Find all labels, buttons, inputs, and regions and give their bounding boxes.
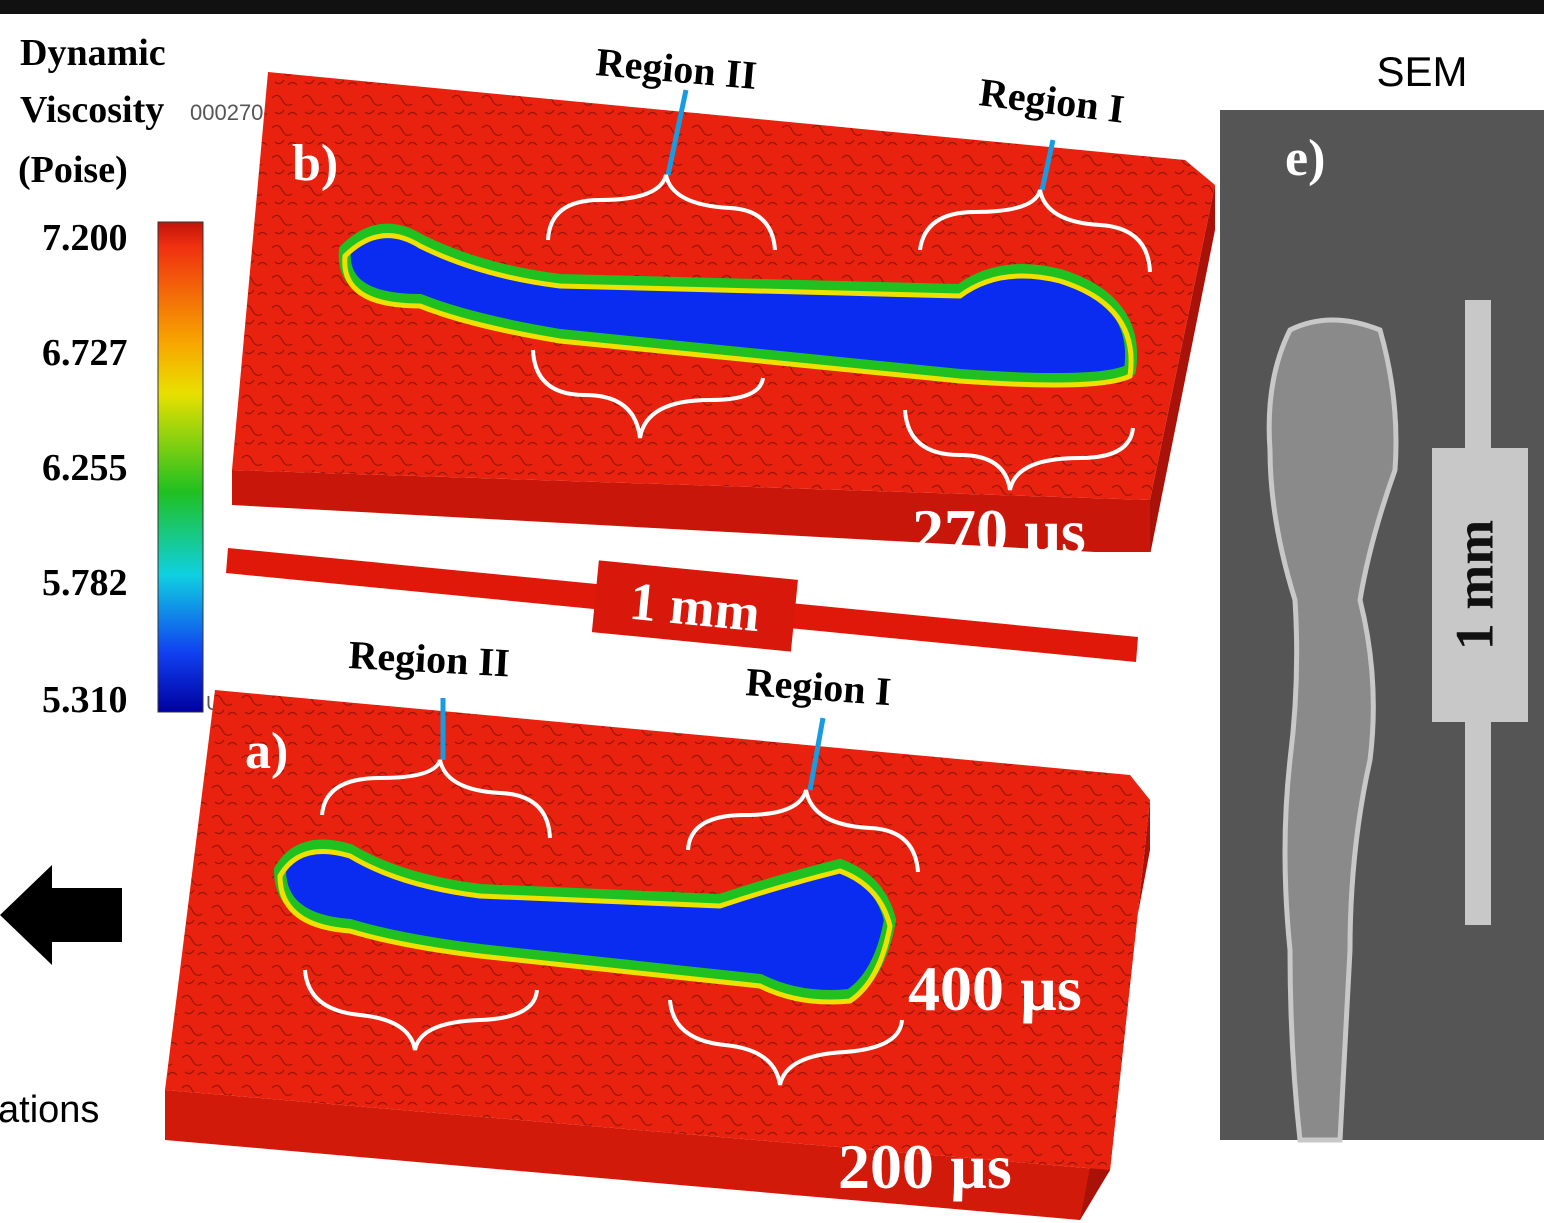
time-label: 270 µs	[912, 496, 1086, 567]
sem-title: SEM	[1376, 48, 1467, 95]
colorbar-tick: 7.200	[42, 217, 128, 259]
overlap-text: 000270	[190, 100, 263, 125]
colorbar-tick: 5.782	[42, 562, 128, 604]
side-text: ations	[0, 1089, 99, 1131]
region-label: Region II	[348, 632, 511, 685]
colorbar-tick: 6.255	[42, 447, 128, 489]
panel-label: b)	[292, 135, 338, 192]
colorbar-tick: 5.310	[42, 679, 128, 721]
colorbar-title: Dynamic	[20, 32, 166, 74]
sem-scale-label: 1 mm	[1444, 520, 1504, 650]
top-band	[0, 0, 1544, 14]
figure: Dynamic Viscosity 000270 (Poise) 7.200 6…	[0, 0, 1544, 1223]
panel-label: e)	[1285, 130, 1325, 187]
time-label: 200 µs	[838, 1131, 1012, 1202]
colorbar-title: (Poise)	[18, 149, 128, 191]
region-label: Region I	[744, 659, 892, 714]
colorbar	[158, 222, 203, 712]
panel-label: a)	[245, 723, 288, 780]
region-label: Region II	[594, 39, 758, 98]
direction-arrow	[0, 865, 122, 965]
colorbar-tick: 6.727	[42, 332, 128, 374]
region-label: Region I	[977, 69, 1127, 131]
colorbar-title: Viscosity	[20, 89, 164, 131]
time-label: 400 µs	[908, 953, 1082, 1024]
scale-label: 1 mm	[627, 571, 763, 643]
